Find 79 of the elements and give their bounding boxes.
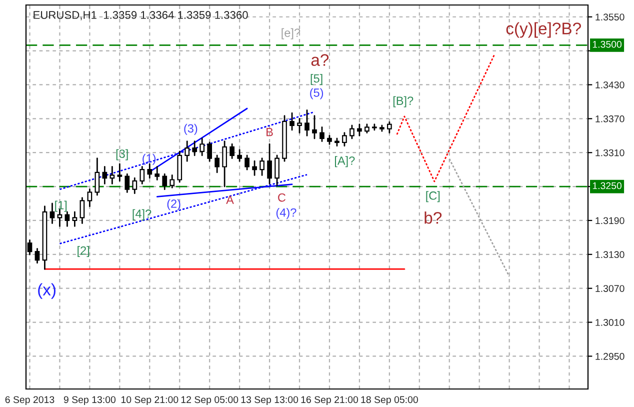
candlestick	[124, 173, 130, 193]
annotation: (4)?	[276, 208, 296, 220]
candlestick	[184, 140, 190, 162]
candlestick	[350, 124, 354, 140]
x-tick-label: 10 Sep 21:00	[121, 396, 178, 406]
y-tick-label: 1.2950	[596, 352, 624, 360]
annotation: (3)	[184, 124, 198, 135]
candlestick	[252, 160, 257, 176]
y-tick-label: 1.3430	[596, 81, 624, 88]
annotation: [2]	[78, 246, 90, 258]
candlestick	[342, 132, 347, 147]
candlestick	[274, 154, 280, 186]
ref-line-label: 1.3250	[592, 182, 622, 190]
candlestick	[192, 140, 198, 156]
annotation: (2)	[167, 199, 180, 210]
candlestick	[64, 211, 70, 227]
candlestick	[110, 166, 115, 184]
candlestick	[244, 154, 250, 170]
candlestick	[117, 163, 122, 182]
annotation: [B]?	[393, 96, 414, 108]
annotation: (1)	[142, 154, 156, 165]
annotation: B	[266, 128, 273, 136]
candlestick	[147, 163, 152, 179]
annotation: b?	[424, 212, 442, 224]
candlestick	[312, 115, 317, 140]
x-tick-label: 12 Sep 05:00	[181, 396, 238, 406]
candlestick	[260, 158, 264, 176]
x-tick-label: 18 Sep 05:00	[361, 396, 418, 406]
annotation: A	[226, 196, 234, 204]
annotation: (5)	[310, 88, 324, 100]
annotation: c(y)[e]?B?	[506, 22, 581, 38]
y-tick-label: 1.3370	[596, 115, 624, 122]
candlestick	[304, 109, 310, 136]
candlestick	[267, 143, 272, 184]
x-tick-label: 13 Sep 13:00	[241, 396, 298, 406]
candlestick	[297, 118, 302, 134]
annotation: [3]	[116, 149, 128, 160]
x-tick-label: 9 Sep 13:00	[64, 396, 116, 406]
candlestick	[132, 177, 138, 194]
candlestick	[80, 197, 85, 224]
candlestick	[140, 166, 145, 184]
candlestick	[357, 124, 362, 136]
candlestick	[50, 202, 55, 224]
annotation: [A]?	[334, 156, 355, 168]
candlestick	[237, 149, 242, 162]
candlestick	[290, 112, 294, 131]
candlestick	[170, 174, 175, 188]
y-tick-label: 1.3550	[596, 14, 624, 20]
candlestick	[207, 142, 212, 162]
candlestick	[162, 173, 168, 190]
candlestick	[72, 211, 78, 227]
candlestick	[222, 140, 227, 188]
x-tick-label: 6 Sep 2013	[5, 396, 54, 406]
candlestick	[87, 188, 92, 208]
annotation: [e]?	[282, 28, 300, 40]
candlestick	[320, 126, 324, 142]
candlestick	[154, 166, 160, 180]
annotation: [C]	[426, 191, 440, 202]
annotation: [4]?	[132, 209, 152, 220]
y-tick-label: 1.3010	[596, 319, 624, 326]
candlestick	[34, 248, 40, 264]
annotation: (x)	[38, 283, 56, 299]
candlestick	[94, 158, 100, 196]
annotation: [5]	[310, 74, 322, 85]
chart-title: EURUSD,H1 1.3359 1.3364 1.3359 1.3360	[34, 11, 248, 20]
annotation: a?	[311, 54, 329, 66]
y-tick-label: 1.3310	[596, 149, 624, 156]
annotation: [1]	[55, 200, 67, 212]
x-tick-label: 16 Sep 21:00	[301, 396, 358, 406]
y-tick-label: 1.3070	[596, 285, 624, 292]
ref-line-label: 1.3500	[592, 40, 622, 48]
candlestick	[214, 154, 220, 174]
candlestick	[200, 138, 205, 156]
annotation: C	[278, 193, 286, 202]
y-tick-label: 1.3190	[596, 217, 624, 224]
candlestick	[387, 121, 392, 134]
candlestick	[230, 143, 234, 159]
y-tick-label: 1.3130	[596, 251, 624, 258]
candlestick	[102, 166, 108, 184]
